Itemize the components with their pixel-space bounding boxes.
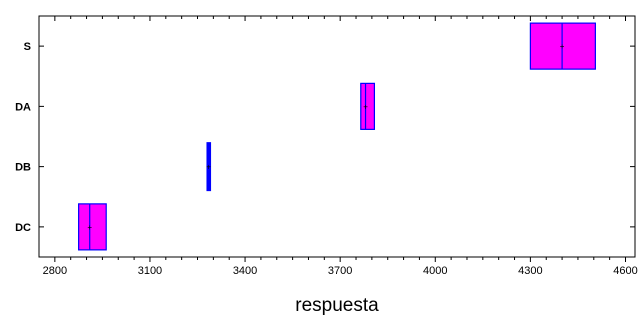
x-tick-label: 4300	[518, 265, 542, 277]
box-dc	[78, 203, 107, 251]
plot-frame	[38, 15, 636, 258]
y-category-label: DA	[15, 101, 31, 113]
box-s	[529, 22, 596, 70]
x-tick-label: 3700	[328, 265, 352, 277]
x-tick-label: 3400	[233, 265, 257, 277]
mean-marker-db: +	[206, 163, 211, 172]
x-tick-label: 3100	[138, 265, 162, 277]
y-category-label: S	[24, 41, 31, 53]
mean-marker-s: +	[560, 42, 565, 51]
y-category-label: DB	[15, 162, 31, 174]
mean-marker-da: +	[363, 102, 368, 111]
x-axis: 2800 3100 3400 3700 4000 4300 4600	[43, 16, 638, 277]
box-da	[360, 82, 376, 130]
mean-marker-dc: +	[87, 223, 92, 232]
x-tick-label: 4000	[423, 265, 447, 277]
boxes-layer: + + + +	[78, 22, 596, 251]
y-axis: S DA DB DC	[15, 41, 635, 234]
y-category-label: DC	[15, 222, 31, 234]
x-tick-label: 2800	[43, 265, 67, 277]
x-tick-label: 4600	[613, 265, 637, 277]
x-axis-title: respuesta	[295, 295, 379, 316]
